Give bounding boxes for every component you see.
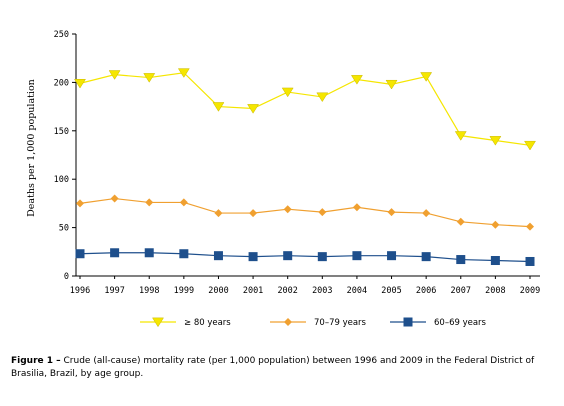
data-point <box>387 251 397 261</box>
data-point <box>74 78 86 89</box>
x-tick-label: 1998 <box>139 286 159 296</box>
data-point <box>491 220 500 229</box>
data-point <box>144 248 154 258</box>
data-point <box>179 198 188 207</box>
data-point <box>385 79 398 90</box>
data-point <box>454 131 467 141</box>
x-tick-label: 2005 <box>381 286 401 296</box>
data-point <box>283 251 293 261</box>
y-tick-label: 0 <box>64 272 69 282</box>
x-tick-label: 2001 <box>243 286 263 296</box>
legend-label: 60–69 years <box>434 318 487 328</box>
y-tick-label: 250 <box>54 30 69 40</box>
series-line-2 <box>79 252 531 263</box>
data-point <box>283 205 292 214</box>
series-line-0 <box>79 72 531 146</box>
x-tick-label: 2000 <box>208 286 228 296</box>
x-tick-label: 2008 <box>485 286 505 296</box>
y-axis-label: Deaths per 1,000 population <box>26 79 37 217</box>
data-point <box>143 73 156 83</box>
y-tick-label: 100 <box>54 175 69 185</box>
legend: ≥ 80 years 70–79 years 60–69 years <box>140 317 487 328</box>
data-point <box>108 70 121 80</box>
x-tick-label: 2002 <box>277 286 297 296</box>
series-line-1 <box>79 197 531 228</box>
data-point <box>76 199 84 208</box>
data-point <box>489 136 502 146</box>
x-tick-label: 2009 <box>520 286 540 296</box>
data-point <box>456 255 466 265</box>
data-point <box>177 68 190 78</box>
data-point <box>249 209 258 218</box>
data-point <box>110 248 120 258</box>
legend-label: 70–79 years <box>314 318 367 328</box>
x-tick-label: 2003 <box>312 286 332 296</box>
x-tick-label: 1999 <box>174 286 194 296</box>
data-point <box>524 140 536 151</box>
y-tick-label: 200 <box>54 78 69 88</box>
data-point <box>213 251 223 261</box>
x-tick-label: 1996 <box>70 286 90 296</box>
data-point <box>214 209 223 218</box>
y-tick-label: 150 <box>54 127 69 137</box>
y-tick-label: 50 <box>59 224 69 234</box>
data-point <box>526 222 534 231</box>
data-point <box>352 203 361 212</box>
data-point <box>456 217 465 226</box>
data-point <box>281 87 294 98</box>
legend-label: ≥ 80 years <box>184 318 231 328</box>
mortality-line-chart: 0 50 100 150 200 250 1996 1997 1998 1999 2000 2001 2… <box>26 30 541 328</box>
data-point <box>110 194 119 203</box>
data-point <box>75 249 85 259</box>
data-point <box>318 208 327 217</box>
data-point <box>247 104 260 114</box>
legend-marker <box>403 317 413 327</box>
data-point <box>421 252 431 262</box>
plot-area: 0 50 100 150 200 250 1996 1997 1998 1999 2000 2001 2… <box>54 30 541 296</box>
data-point <box>350 75 363 85</box>
figure-label: Figure 1 – <box>11 356 61 366</box>
x-tick-label: 2007 <box>451 286 471 296</box>
data-point <box>316 92 329 103</box>
data-point <box>212 102 225 112</box>
data-point <box>352 251 362 261</box>
legend-marker <box>284 318 292 326</box>
data-point <box>525 256 535 266</box>
data-point <box>179 249 189 259</box>
data-point <box>422 209 431 218</box>
data-point <box>248 252 258 262</box>
data-point <box>420 72 433 82</box>
x-tick-label: 2006 <box>416 286 436 296</box>
data-point <box>145 198 154 207</box>
data-point <box>387 208 396 217</box>
data-point <box>490 256 500 266</box>
data-point <box>317 252 327 262</box>
caption-text: Crude (all-cause) mortality rate (per 1,… <box>11 356 535 379</box>
x-tick-label: 2004 <box>347 286 367 296</box>
legend-marker <box>152 317 164 328</box>
figure-caption: Figure 1 – Crude (all-cause) mortality r… <box>11 355 556 381</box>
x-tick-label: 1997 <box>104 286 124 296</box>
